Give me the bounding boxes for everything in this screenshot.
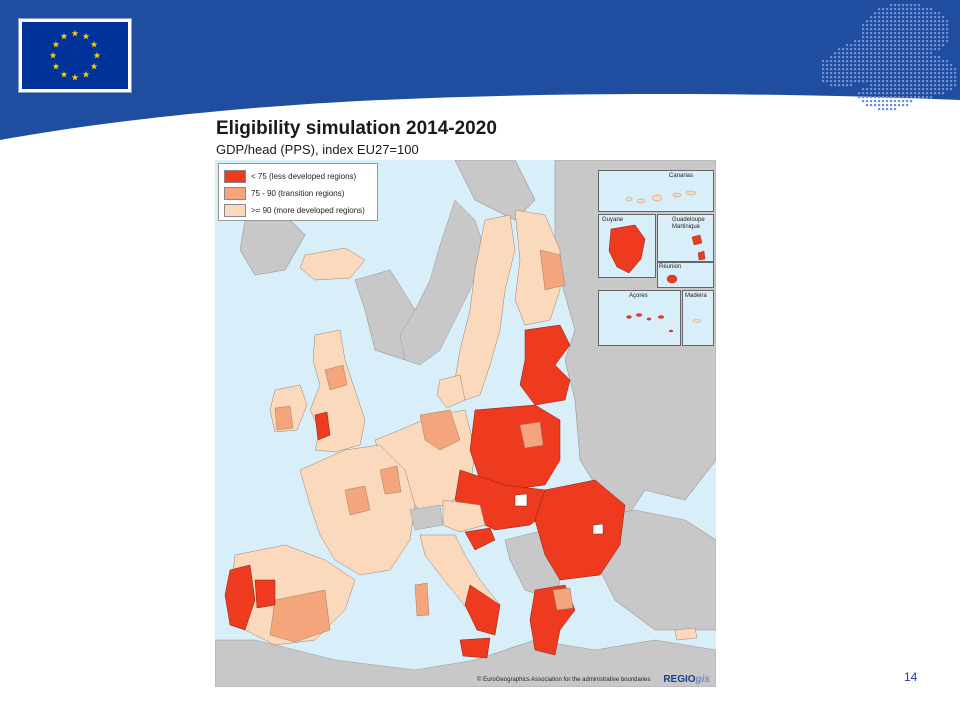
region-france-transition — [344, 485, 371, 516]
inset-guadeloupe-martinique: Guadeloupe Martinique — [657, 214, 714, 262]
flag-star-icon — [90, 62, 98, 70]
legend-label: >= 90 (more developed regions) — [251, 206, 365, 215]
map-subtitle: GDP/head (PPS), index EU27=100 — [216, 142, 419, 157]
inset-label-guadeloupe: Guadeloupe — [672, 217, 705, 223]
regiogis-logo: REGIOgis — [663, 674, 710, 685]
flag-star-icon — [93, 51, 101, 59]
legend-item: >= 90 (more developed regions) — [224, 202, 372, 219]
inset-canarias: Canarias — [598, 170, 714, 212]
legend-label: 75 - 90 (transition regions) — [251, 189, 345, 198]
inset-guyane: Guyane — [598, 214, 656, 278]
map-legend: < 75 (less developed regions) 75 - 90 (t… — [218, 163, 378, 221]
region-sardinia — [414, 582, 430, 617]
flag-star-icon — [60, 32, 68, 40]
region-denmark — [436, 374, 466, 409]
region-uk-wales — [314, 411, 331, 441]
region-spain-south — [269, 589, 331, 643]
legend-swatch-transition — [224, 187, 246, 200]
region-baltics — [519, 324, 571, 406]
region-uk-north — [324, 364, 348, 391]
europe-dots-icon — [822, 4, 957, 111]
region-cyprus — [674, 627, 698, 641]
region-bratislava — [514, 493, 528, 507]
map-canvas — [215, 160, 716, 687]
region-sweden — [454, 214, 516, 401]
region-finland-east — [539, 249, 566, 291]
logo-suffix: gis — [695, 674, 710, 685]
flag-star-icon — [49, 51, 57, 59]
region-france-transition-2 — [379, 465, 402, 495]
flag-star-icon — [82, 32, 90, 40]
region-greece-attica — [552, 587, 574, 611]
flag-star-icon — [90, 40, 98, 48]
region-sicily — [459, 637, 491, 659]
inset-label-acores: Açores — [629, 293, 648, 299]
map-title: Eligibility simulation 2014-2020 — [216, 118, 497, 139]
logo-main: REGIO — [663, 674, 696, 685]
legend-swatch-more-developed — [224, 204, 246, 217]
inset-label-reunion: Réunion — [659, 264, 682, 270]
legend-item: 75 - 90 (transition regions) — [224, 185, 372, 202]
region-bucharest — [592, 523, 604, 535]
header-band — [0, 0, 960, 140]
inset-label-canarias: Canarias — [669, 173, 694, 179]
flag-star-icon — [71, 73, 79, 81]
region-germany-east — [419, 409, 461, 451]
eligibility-map: < 75 (less developed regions) 75 - 90 (t… — [215, 160, 716, 687]
inset-acores: Açores — [598, 290, 681, 346]
page-number: 14 — [904, 670, 918, 684]
inset-madeira: Madeira — [682, 290, 714, 346]
legend-label: < 75 (less developed regions) — [251, 172, 357, 181]
inset-label-guyane: Guyane — [602, 217, 624, 223]
flag-star-icon — [52, 40, 60, 48]
region-warsaw — [519, 421, 544, 449]
region-iceland — [299, 247, 366, 281]
flag-star-icon — [71, 29, 79, 37]
map-credit: © EuroGeographics Association for the ad… — [477, 677, 651, 683]
region-finland — [514, 209, 561, 326]
flag-star-icon — [52, 62, 60, 70]
region-austria — [442, 499, 486, 533]
legend-swatch-less-developed — [224, 170, 246, 183]
flag-star-icon — [60, 70, 68, 78]
inset-reunion: Réunion — [657, 262, 714, 288]
inset-label-madeira: Madeira — [685, 293, 707, 299]
region-extremadura — [254, 579, 276, 609]
eu-flag-icon — [18, 18, 132, 93]
region-italy-south — [464, 584, 501, 636]
region-portugal — [224, 564, 256, 631]
legend-item: < 75 (less developed regions) — [224, 168, 372, 185]
region-slovenia-croatia — [464, 527, 496, 551]
region-romania-bulgaria — [534, 479, 626, 581]
europe-dots-icon — [810, 0, 960, 120]
region-poland — [469, 404, 561, 491]
region-ireland-bmw — [274, 405, 294, 431]
inset-label-martinique: Martinique — [672, 224, 701, 230]
flag-star-icon — [82, 70, 90, 78]
